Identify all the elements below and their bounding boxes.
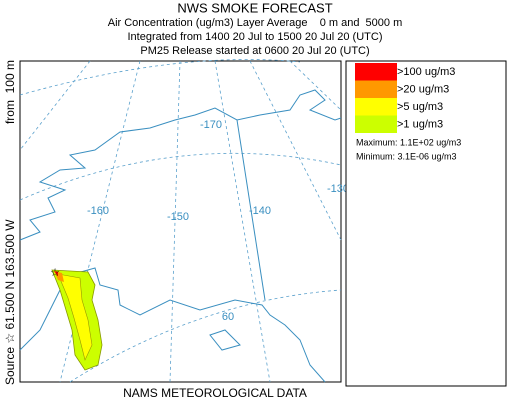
legend-swatch	[355, 115, 397, 133]
legend-swatch	[355, 98, 397, 116]
parallel	[19, 59, 301, 96]
side-label: from 100 m	[3, 60, 17, 124]
coastline	[209, 329, 241, 351]
map: ☆ -170 -160 -150 -140 -130 60	[19, 59, 349, 383]
legend-swatch	[355, 63, 397, 81]
source-star: ☆	[50, 267, 60, 279]
side-label: Source ☆ 61.500 N 163.500 W	[3, 219, 17, 385]
coastline	[19, 89, 342, 241]
plume-100	[54, 271, 58, 276]
graticule-label: -130	[327, 183, 349, 195]
graticule-label: 60	[222, 311, 234, 323]
legend-label: >1 ug/m3	[397, 118, 443, 130]
coastline	[19, 289, 61, 351]
subtitle: Integrated from 1400 20 Jul to 1500 20 J…	[128, 31, 383, 43]
subtitle: PM25 Release started at 0600 20 Jul 20 (…	[140, 45, 369, 57]
meridian	[59, 60, 141, 383]
graticule-label: -150	[167, 211, 189, 223]
graticule-label: -140	[249, 205, 271, 217]
graticule-label: -170	[200, 119, 222, 131]
footer: NAMS METEOROLOGICAL DATA	[123, 386, 307, 400]
legend-label: >100 ug/m3	[397, 66, 455, 78]
border	[236, 119, 266, 301]
legend-label: >20 ug/m3	[397, 83, 449, 95]
maximum: Maximum: 1.1E+02 ug/m3	[356, 137, 461, 147]
title: NWS SMOKE FORECAST	[177, 0, 332, 15]
subtitle: Air Concentration (ug/m3) Layer Average …	[108, 17, 403, 29]
graticule-label: -160	[87, 205, 109, 217]
meridian	[214, 60, 271, 383]
plume-5	[57, 273, 93, 361]
legend-swatch	[355, 80, 397, 98]
meridian	[19, 60, 91, 151]
minimum: Minimum: 3.1E-06 ug/m3	[356, 151, 457, 161]
parallel	[69, 289, 342, 383]
legend-label: >5 ug/m3	[397, 101, 443, 113]
legend: Maximum: 1.1E+02 ug/m3 Minimum: 3.1E-06 …	[345, 60, 507, 387]
coastline	[69, 267, 326, 383]
